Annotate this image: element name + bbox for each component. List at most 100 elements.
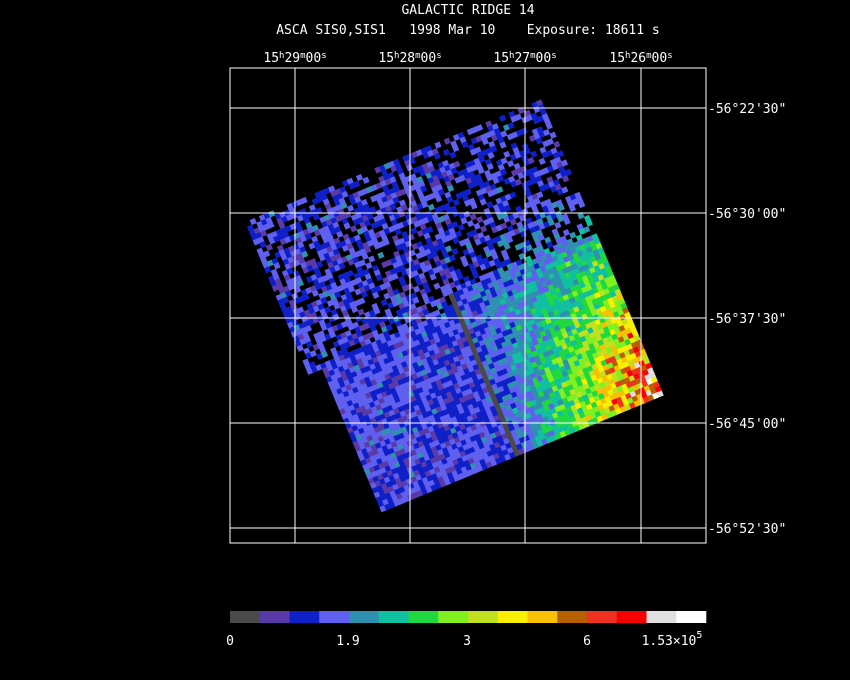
pixel xyxy=(448,254,456,262)
pixel xyxy=(563,217,571,226)
pixel xyxy=(301,250,309,258)
pixel xyxy=(557,150,565,158)
exponent: 5 xyxy=(696,630,702,641)
pixel xyxy=(472,271,480,280)
pixel xyxy=(509,218,517,226)
pixel xyxy=(442,148,451,156)
pixel xyxy=(453,160,461,168)
pixel xyxy=(429,273,437,281)
image-field xyxy=(246,99,664,513)
pixel xyxy=(265,243,273,251)
pixel xyxy=(368,255,376,263)
colorbar-swatch xyxy=(646,611,677,623)
pixel xyxy=(334,291,342,299)
pixel xyxy=(446,184,455,193)
pixel xyxy=(377,251,385,259)
pixel xyxy=(546,241,554,249)
labels: 15h29m00s 15h28m00s 15h27m00s 15h26m00s-56°… xyxy=(226,51,786,649)
pixel xyxy=(296,344,304,352)
pixel xyxy=(503,150,511,159)
pixel xyxy=(500,130,508,138)
pixel xyxy=(460,217,468,225)
colorbar-swatch xyxy=(468,611,499,623)
pixel xyxy=(365,262,373,270)
pixel xyxy=(461,141,469,149)
pixel xyxy=(286,267,294,275)
pixel xyxy=(294,286,302,294)
pixel xyxy=(408,249,416,257)
ra-label: 15h28m00s xyxy=(378,51,441,66)
pixel xyxy=(361,290,369,299)
pixel xyxy=(479,198,487,206)
colorbar-swatch xyxy=(408,611,439,623)
pixel xyxy=(547,218,555,227)
colorbar-label: 3 xyxy=(463,634,471,649)
pixel xyxy=(361,252,369,261)
ra-value: 15 xyxy=(609,51,625,66)
pixel xyxy=(506,236,514,244)
ra-unit: s xyxy=(321,51,326,61)
pixel xyxy=(545,122,553,130)
pixel xyxy=(569,231,577,239)
pixel xyxy=(332,313,340,321)
pixel xyxy=(520,127,528,135)
dec-label: -56°30'00" xyxy=(708,207,786,222)
pixel xyxy=(434,141,442,149)
pixel xyxy=(328,331,337,339)
ra-label: 15h29m00s xyxy=(263,51,326,66)
pixel xyxy=(499,141,507,149)
pixel xyxy=(358,259,366,267)
pixel xyxy=(421,201,429,209)
pixel xyxy=(475,124,484,132)
pixel xyxy=(537,233,545,242)
pixel xyxy=(466,219,475,228)
pixel xyxy=(320,350,329,359)
pixel xyxy=(527,157,535,165)
ra-unit: h xyxy=(625,51,630,61)
pixel xyxy=(355,173,364,182)
colorbar-swatch xyxy=(289,611,320,623)
pixel xyxy=(497,175,505,183)
xray-image xyxy=(246,99,664,513)
ra-label: 15h26m00s xyxy=(609,51,672,66)
pixel xyxy=(347,285,356,293)
pixel xyxy=(259,229,268,238)
pixel xyxy=(507,121,515,130)
pixel xyxy=(369,206,377,214)
colorbar-label: 1.53×105 xyxy=(642,630,703,649)
colorbar-swatch xyxy=(349,611,380,623)
subtitle: ASCA SIS0,SIS1 1998 Mar 10 Exposure: 186… xyxy=(276,23,660,38)
ra-value: 00 xyxy=(306,51,322,66)
pixel xyxy=(577,212,585,220)
ra-value: 15 xyxy=(378,51,394,66)
ra-value: 29 xyxy=(284,51,300,66)
pixel xyxy=(561,186,569,194)
pixel xyxy=(353,180,361,188)
ra-value: 00 xyxy=(652,51,668,66)
ra-unit: m xyxy=(530,51,535,61)
pixel xyxy=(364,246,372,254)
pixel xyxy=(444,245,453,253)
pixel xyxy=(490,145,498,153)
pixel xyxy=(656,390,664,398)
pixel xyxy=(300,196,308,205)
pixel xyxy=(479,225,488,233)
pixel xyxy=(312,213,320,221)
pixel xyxy=(391,272,399,281)
ra-unit: m xyxy=(415,51,420,61)
colorbar-swatch xyxy=(557,611,588,623)
pixel xyxy=(514,113,523,121)
pixel xyxy=(486,163,494,171)
pixel xyxy=(456,273,464,281)
pixel xyxy=(268,210,276,218)
pixel xyxy=(500,157,508,165)
pixel xyxy=(363,219,372,227)
pixel xyxy=(535,137,543,145)
ra-unit: m xyxy=(646,51,651,61)
ra-label: 15h27m00s xyxy=(493,51,556,66)
ra-unit: h xyxy=(394,51,399,61)
pixel xyxy=(478,155,486,163)
dec-label: -56°22'30" xyxy=(708,102,786,117)
pixel xyxy=(259,241,267,249)
